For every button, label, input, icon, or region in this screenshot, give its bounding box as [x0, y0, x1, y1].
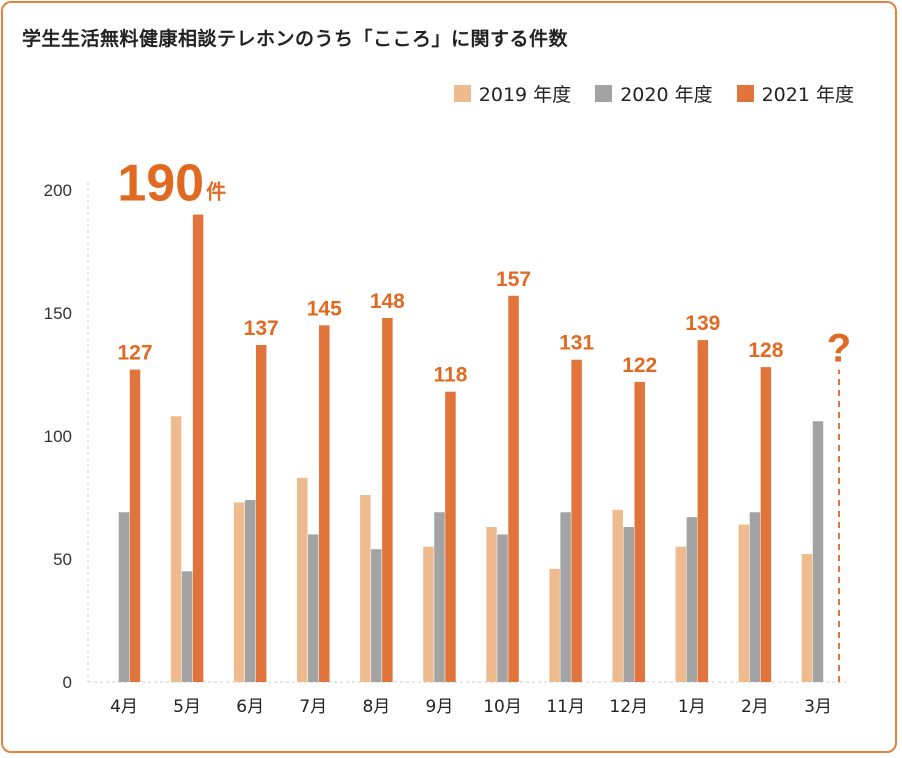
x-tick-label: 2月 — [741, 697, 769, 717]
bar-2021-年度-2月 — [760, 367, 772, 682]
bar-2019-年度-8月 — [360, 495, 371, 682]
data-label-2021: 157 — [496, 268, 531, 291]
x-tick-label: 9月 — [426, 697, 454, 717]
x-tick-label: 3月 — [804, 697, 832, 717]
legend: 2019 年度 2020 年度 2021 年度 — [453, 80, 854, 107]
x-tick-label: 8月 — [362, 697, 390, 717]
y-tick-label: 50 — [53, 550, 72, 569]
bar-2019-年度-12月 — [612, 509, 623, 682]
bar-2021-年度-6月 — [255, 344, 267, 682]
data-label-2021: 139 — [685, 312, 720, 335]
bar-2021-年度-12月 — [634, 381, 645, 682]
data-label-2021: 128 — [748, 339, 783, 362]
bar-2019-年度-6月 — [233, 502, 245, 682]
bar-2020-年度-4月 — [118, 512, 130, 682]
bar-2020-年度-1月 — [686, 517, 698, 682]
bar-2021-年度-5月 — [192, 214, 204, 682]
x-tick-label: 11月 — [546, 697, 585, 717]
legend-swatch-2021 — [736, 85, 754, 102]
bar-2020-年度-2月 — [749, 512, 761, 682]
legend-label-2019: 2019 年度 — [478, 84, 572, 106]
bar-2020-年度-8月 — [371, 549, 382, 682]
bar-2021-年度-7月 — [319, 325, 330, 682]
bar-2019-年度-7月 — [297, 477, 308, 682]
x-tick-label: 4月 — [110, 697, 138, 717]
bar-2019-年度-3月 — [801, 554, 813, 682]
legend-item-2019: 2019 年度 — [453, 80, 572, 107]
data-label-2021: 122 — [622, 354, 657, 377]
legend-item-2021: 2021 年度 — [736, 80, 854, 107]
bar-2020-年度-3月 — [812, 421, 824, 682]
legend-label-2020: 2020 年度 — [620, 84, 713, 106]
bar-2021-年度-4月 — [129, 369, 141, 682]
data-label-2021: 145 — [307, 297, 342, 320]
data-label-2021: 137 — [244, 317, 279, 340]
bar-2019-年度-10月 — [486, 527, 497, 682]
bar-2020-年度-6月 — [244, 499, 256, 682]
bar-2021-年度-9月 — [445, 391, 456, 682]
legend-swatch-2019 — [453, 85, 471, 102]
bar-2021-年度-10月 — [508, 295, 519, 682]
bar-2020-年度-12月 — [623, 527, 634, 682]
data-label-unit: 件 — [206, 180, 226, 204]
axis-layer: 0 50 100 150 200 4月 5月 6月 7月 8月 9月 10月 11月 12月 1月 2月 3月 — [44, 181, 848, 717]
bar-2021-年度-1月 — [697, 340, 709, 682]
data-label-2021: 118 — [434, 364, 468, 387]
data-label-2021: 127 — [117, 342, 152, 365]
x-tick-label: 6月 — [236, 697, 264, 717]
bar-2019-年度-9月 — [423, 546, 434, 682]
data-label-highlight: 190 — [117, 155, 204, 213]
labels-layer: 127 190 件 137 145 148 118 157 131 122 139 128? — [117, 155, 851, 387]
x-tick-label: 10月 — [483, 697, 522, 717]
bar-2021-年度-8月 — [382, 317, 393, 682]
y-tick-label: 200 — [44, 181, 72, 200]
x-tick-label: 12月 — [609, 697, 648, 717]
bar-2020-年度-5月 — [181, 571, 193, 682]
x-tick-label: 7月 — [299, 697, 327, 717]
data-label-2021: 148 — [370, 290, 405, 313]
y-tick-label: 100 — [44, 427, 72, 446]
legend-swatch-2020 — [595, 85, 613, 102]
legend-label-2021: 2021 年度 — [761, 84, 854, 106]
bar-2019-年度-1月 — [675, 546, 687, 682]
bar-2020-年度-11月 — [560, 512, 571, 682]
bar-2019-年度-11月 — [549, 568, 560, 682]
bars-layer — [118, 214, 840, 682]
bar-2019-年度-2月 — [738, 524, 750, 682]
x-tick-label: 5月 — [173, 697, 201, 717]
bar-2020-年度-9月 — [434, 512, 445, 682]
bar-2020-年度-7月 — [308, 534, 319, 682]
bar-2019-年度-5月 — [170, 416, 182, 682]
bar-2020-年度-10月 — [497, 534, 508, 682]
y-tick-label: 150 — [44, 304, 72, 323]
bar-2021-年度-11月 — [571, 359, 582, 682]
x-tick-label: 1月 — [678, 697, 706, 717]
data-label-unknown: ? — [827, 327, 851, 371]
chart-title: 学生生活無料健康相談テレホンのうち「こころ」に関する件数 — [22, 28, 569, 50]
data-label-2021: 131 — [559, 332, 594, 355]
y-tick-label: 0 — [63, 673, 72, 692]
legend-item-2020: 2020 年度 — [595, 80, 713, 107]
